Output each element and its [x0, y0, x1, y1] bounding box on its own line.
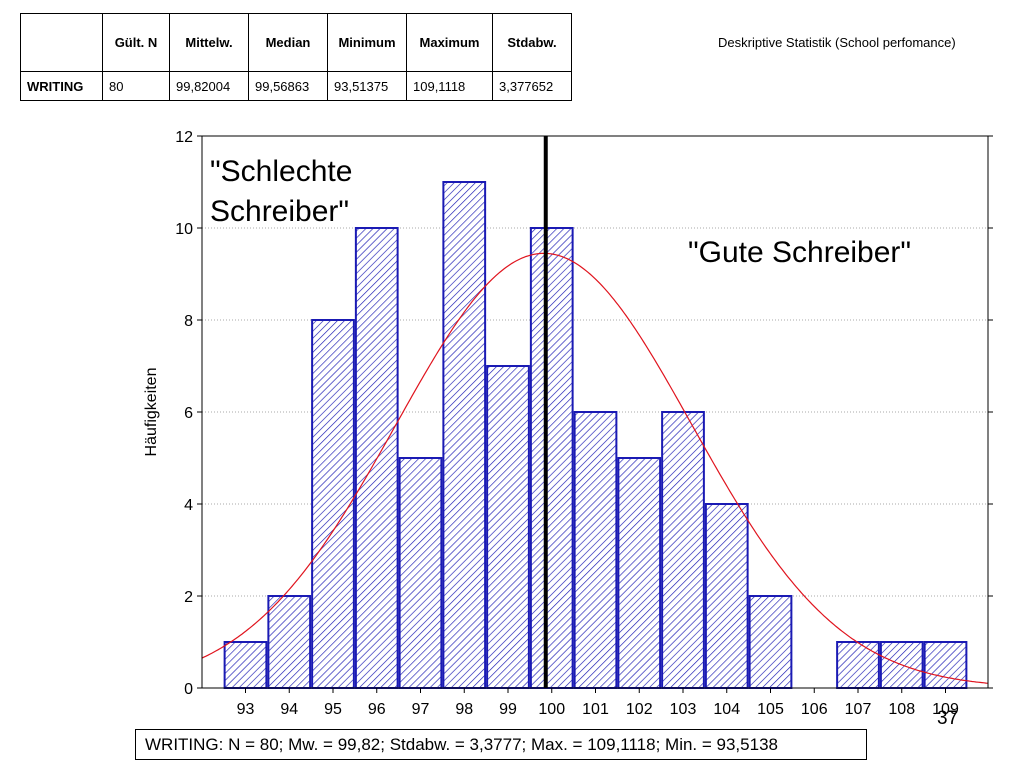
header-cell-empty	[20, 13, 103, 72]
histogram-bar	[748, 595, 793, 689]
histogram-bar	[223, 641, 268, 689]
annotation-good-writers: "Gute Schreiber"	[688, 236, 911, 269]
y-tick-label: 4	[184, 497, 193, 514]
histogram-bar	[704, 503, 749, 689]
histogram-bars	[223, 181, 968, 689]
x-tick-label: 101	[582, 701, 609, 718]
x-tick-label: 100	[538, 701, 565, 718]
histogram-bar	[486, 365, 530, 689]
histogram-bar	[398, 457, 443, 689]
normal-curve-layer	[202, 252, 988, 684]
x-tick-label: 97	[412, 701, 430, 718]
x-tick-label: 93	[237, 701, 255, 718]
x-tick-label: 104	[713, 701, 740, 718]
histogram-bar	[311, 319, 355, 689]
y-axis-label: Häufigkeiten	[143, 368, 160, 457]
x-tick-label: 96	[368, 701, 386, 718]
page-number: 37	[937, 708, 959, 729]
x-tick-label: 107	[845, 701, 872, 718]
header-cell-stddev: Stdabw.	[492, 13, 572, 72]
histogram-bar	[661, 411, 705, 689]
annotation-bad-writers-line1: "Schlechte	[210, 155, 352, 188]
cell-mean: 99,82004	[169, 71, 249, 101]
annotation-bad-writers-line2: Schreiber"	[210, 195, 349, 228]
x-tick-label: 95	[324, 701, 342, 718]
x-tick-label: 94	[280, 701, 298, 718]
summary-statistics-box: WRITING: N = 80; Mw. = 99,82; Stdabw. = …	[135, 729, 867, 760]
histogram-bar	[573, 411, 618, 689]
x-tick-label: 108	[888, 701, 915, 718]
x-axis-ticks: 93 94 95 96 97 98 99 100 101 102 103 104 105 106 107 10…	[237, 688, 959, 718]
table-caption: Deskriptive Statistik (School perfomance…	[718, 35, 956, 50]
cell-maximum: 109,1118	[406, 71, 493, 101]
x-tick-label: 102	[626, 701, 653, 718]
y-axis-ticks: 0 2 4 6 8 10 12	[175, 129, 993, 698]
x-tick-label: 103	[670, 701, 697, 718]
stats-header-row: Gült. N Mittelw. Median Minimum Maximum …	[20, 13, 572, 72]
x-tick-label: 106	[801, 701, 828, 718]
cell-minimum: 93,51375	[327, 71, 407, 101]
x-tick-label: 99	[499, 701, 517, 718]
x-tick-label: 105	[757, 701, 784, 718]
histogram-bar	[617, 457, 662, 689]
cell-stddev: 3,377652	[492, 71, 572, 101]
y-tick-label: 2	[184, 589, 193, 606]
histogram-bar	[923, 641, 968, 689]
header-cell-median: Median	[248, 13, 328, 72]
cell-median: 99,56863	[248, 71, 328, 101]
histogram-bar	[529, 227, 574, 689]
stats-data-row: WRITING 80 99,82004 99,56863 93,51375 10…	[20, 71, 572, 101]
y-tick-label: 0	[184, 681, 193, 698]
normal-curve	[202, 252, 988, 684]
y-tick-label: 8	[184, 313, 193, 330]
histogram-bar	[442, 181, 487, 689]
histogram-bar	[267, 595, 312, 689]
y-tick-label: 6	[184, 405, 193, 422]
y-tick-label: 12	[175, 129, 193, 146]
x-tick-label: 109	[932, 701, 959, 718]
y-tick-label: 10	[175, 221, 193, 238]
descriptive-stats-table: Gült. N Mittelw. Median Minimum Maximum …	[20, 13, 572, 101]
x-tick-label: 98	[455, 701, 473, 718]
histogram-bar	[836, 641, 880, 689]
